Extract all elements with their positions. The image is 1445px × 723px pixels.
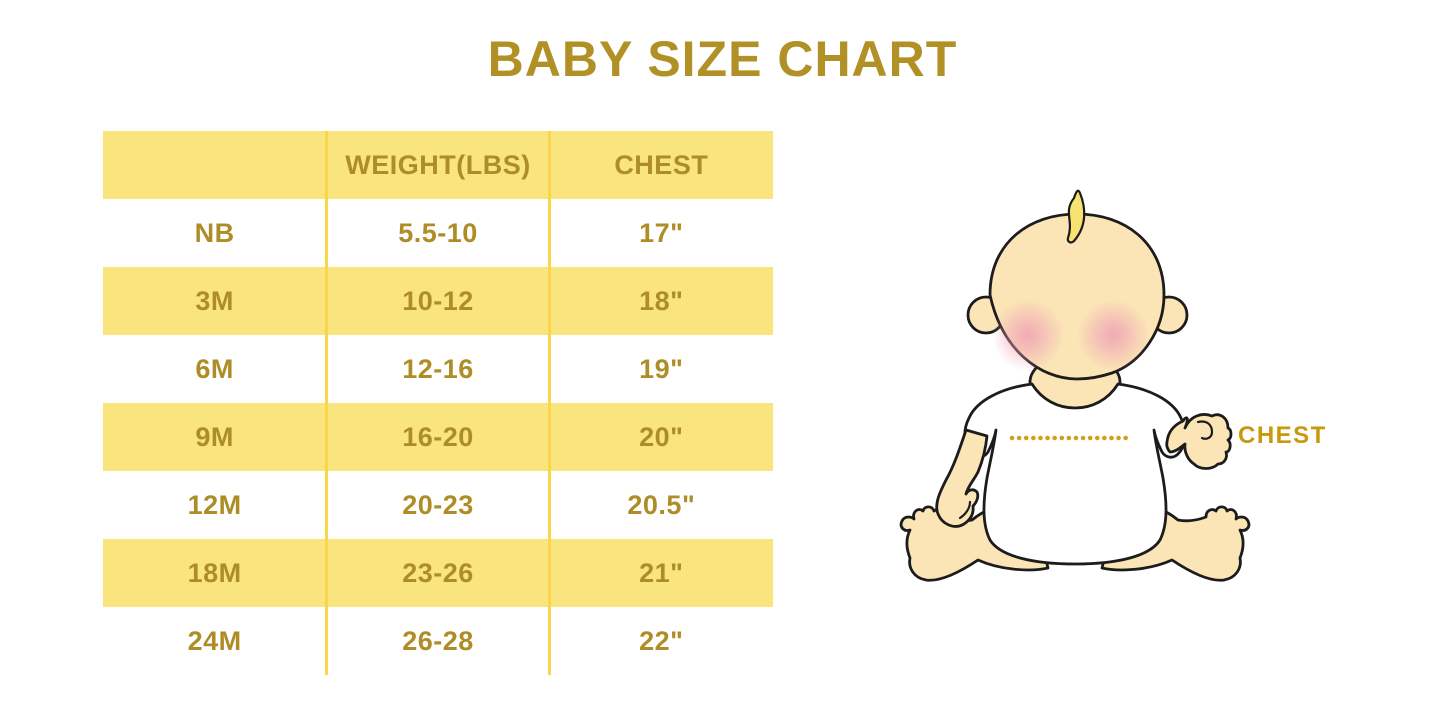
column-divider-2 [548,131,551,675]
baby-sitting-illustration [899,189,1251,582]
weight-cell: 10-12 [402,285,474,316]
table-row-18m: 18M 23-26 21" [103,539,773,607]
weight-cell: 16-20 [402,421,474,452]
baby-hair-tuft [1066,189,1086,244]
chest-cell: 17" [639,217,684,248]
baby-right-cheek [1077,299,1149,371]
size-cell: 3M [195,285,234,316]
weight-cell: 26-28 [402,625,474,656]
chest-cell: 22" [639,625,684,656]
size-table: WEIGHT(LBS) CHEST NB 5.5-10 17" 3M 10-12… [103,131,773,675]
baby-left-arm [935,428,989,528]
chest-cell: 20.5" [627,489,696,520]
weight-cell: 5.5-10 [398,217,478,248]
weight-cell: 23-26 [402,557,474,588]
table-header-row: WEIGHT(LBS) CHEST [103,131,773,199]
chest-cell: 18" [639,285,684,316]
chest-cell: 21" [639,557,684,588]
weight-cell: 12-16 [402,353,474,384]
baby-right-arm-fist [1165,413,1233,470]
size-cell: 24M [187,625,242,656]
table-row-nb: NB 5.5-10 17" [103,199,773,267]
page-title: BABY SIZE CHART [487,31,958,87]
table-row-24m: 24M 26-28 22" [103,607,773,675]
baby-shirt [963,382,1187,566]
chest-cell: 19" [639,353,684,384]
table-row-6m: 6M 12-16 19" [103,335,773,403]
table-row-12m: 12M 20-23 20.5" [103,471,773,539]
baby-fist-thumb-line [1196,420,1214,440]
table-row-3m: 3M 10-12 18" [103,267,773,335]
header-cell-weight: WEIGHT(LBS) [345,149,531,180]
chest-measure-label: CHEST [1238,422,1327,449]
size-cell: 9M [195,421,234,452]
size-cell: NB [194,217,235,248]
header-cell-chest: CHEST [614,149,709,180]
baby-left-hand-finger-line [958,500,972,520]
column-divider-1 [325,131,328,675]
baby-left-cheek [992,299,1064,371]
table-row-9m: 9M 16-20 20" [103,403,773,471]
chest-cell: 20" [639,421,684,452]
weight-cell: 20-23 [402,489,474,520]
size-cell: 6M [195,353,234,384]
size-cell: 12M [187,489,242,520]
size-cell: 18M [187,557,242,588]
